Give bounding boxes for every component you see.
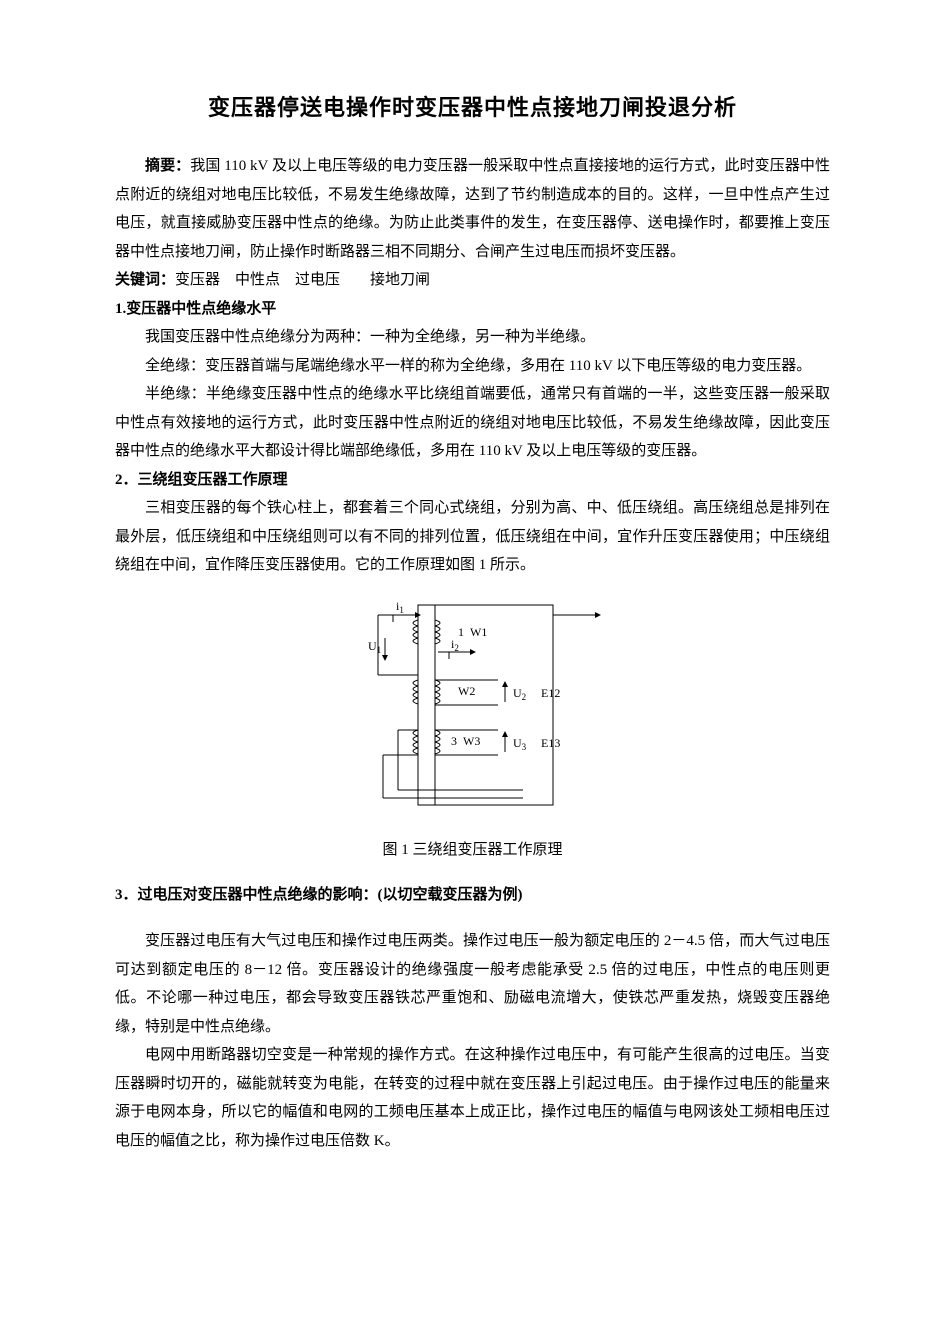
abstract: 摘要：我国 110 kV 及以上电压等级的电力变压器一般采取中性点直接接地的运行… <box>115 152 830 266</box>
section-3-p2: 电网中用断路器切空变是一种常规的操作方式。在这种操作过电压中，有可能产生很高的过… <box>115 1041 830 1155</box>
section-1-heading: 1.变压器中性点绝缘水平 <box>115 295 830 324</box>
transformer-diagram: i1 U1 i2 1 W1 <box>323 590 623 815</box>
section-3-heading: 3．过电压对变压器中性点绝缘的影响：(以切空载变压器为例) <box>115 881 830 910</box>
fig-label-w1pre: 1 <box>458 625 464 639</box>
section-1-p1: 我国变压器中性点绝缘分为两种：一种为全绝缘，另一种为半绝缘。 <box>115 323 830 352</box>
winding-w3 <box>413 730 440 754</box>
fig-label-w2: W2 <box>458 684 475 698</box>
figure-1-caption: 图 1 三绕组变压器工作原理 <box>115 838 830 859</box>
fig-label-w3pre: 3 <box>451 734 457 748</box>
fig-label-e13: E13 <box>541 736 560 750</box>
abstract-label: 摘要： <box>145 158 190 174</box>
figure-1: i1 U1 i2 1 W1 <box>115 590 830 820</box>
page-title: 变压器停送电操作时变压器中性点接地刀闸投退分析 <box>115 90 830 122</box>
fig-label-e12: E12 <box>541 686 560 700</box>
keywords-label: 关键词： <box>115 272 175 288</box>
section-2-heading: 2．三绕组变压器工作原理 <box>115 466 830 495</box>
fig-label-i2: i2 <box>451 637 459 653</box>
keywords-body: 变压器 中性点 过电压 接地刀闸 <box>175 272 430 288</box>
fig-label-w3: W3 <box>463 734 480 748</box>
fig-label-u1: U1 <box>368 639 381 655</box>
winding-w2 <box>413 680 440 704</box>
section-1-p3: 半绝缘：半绝缘变压器中性点的绝缘水平比绕组首端要低，通常只有首端的一半，这些变压… <box>115 380 830 466</box>
fig-label-i1: i1 <box>396 599 404 615</box>
abstract-body: 我国 110 kV 及以上电压等级的电力变压器一般采取中性点直接接地的运行方式，… <box>115 158 830 260</box>
fig-label-u2: U2 <box>513 686 526 702</box>
winding-w1 <box>413 620 440 644</box>
keywords: 关键词：变压器 中性点 过电压 接地刀闸 <box>115 266 830 295</box>
fig-label-u3: U3 <box>513 736 527 752</box>
section-1-p2: 全绝缘：变压器首端与尾端绝缘水平一样的称为全绝缘，多用在 110 kV 以下电压… <box>115 352 830 381</box>
section-3-p1: 变压器过电压有大气过电压和操作过电压两类。操作过电压一般为额定电压的 2－4.5… <box>115 927 830 1041</box>
section-2-p1: 三相变压器的每个铁心柱上，都套着三个同心式绕组，分别为高、中、低压绕组。高压绕组… <box>115 494 830 580</box>
fig-label-w1: W1 <box>470 625 487 639</box>
